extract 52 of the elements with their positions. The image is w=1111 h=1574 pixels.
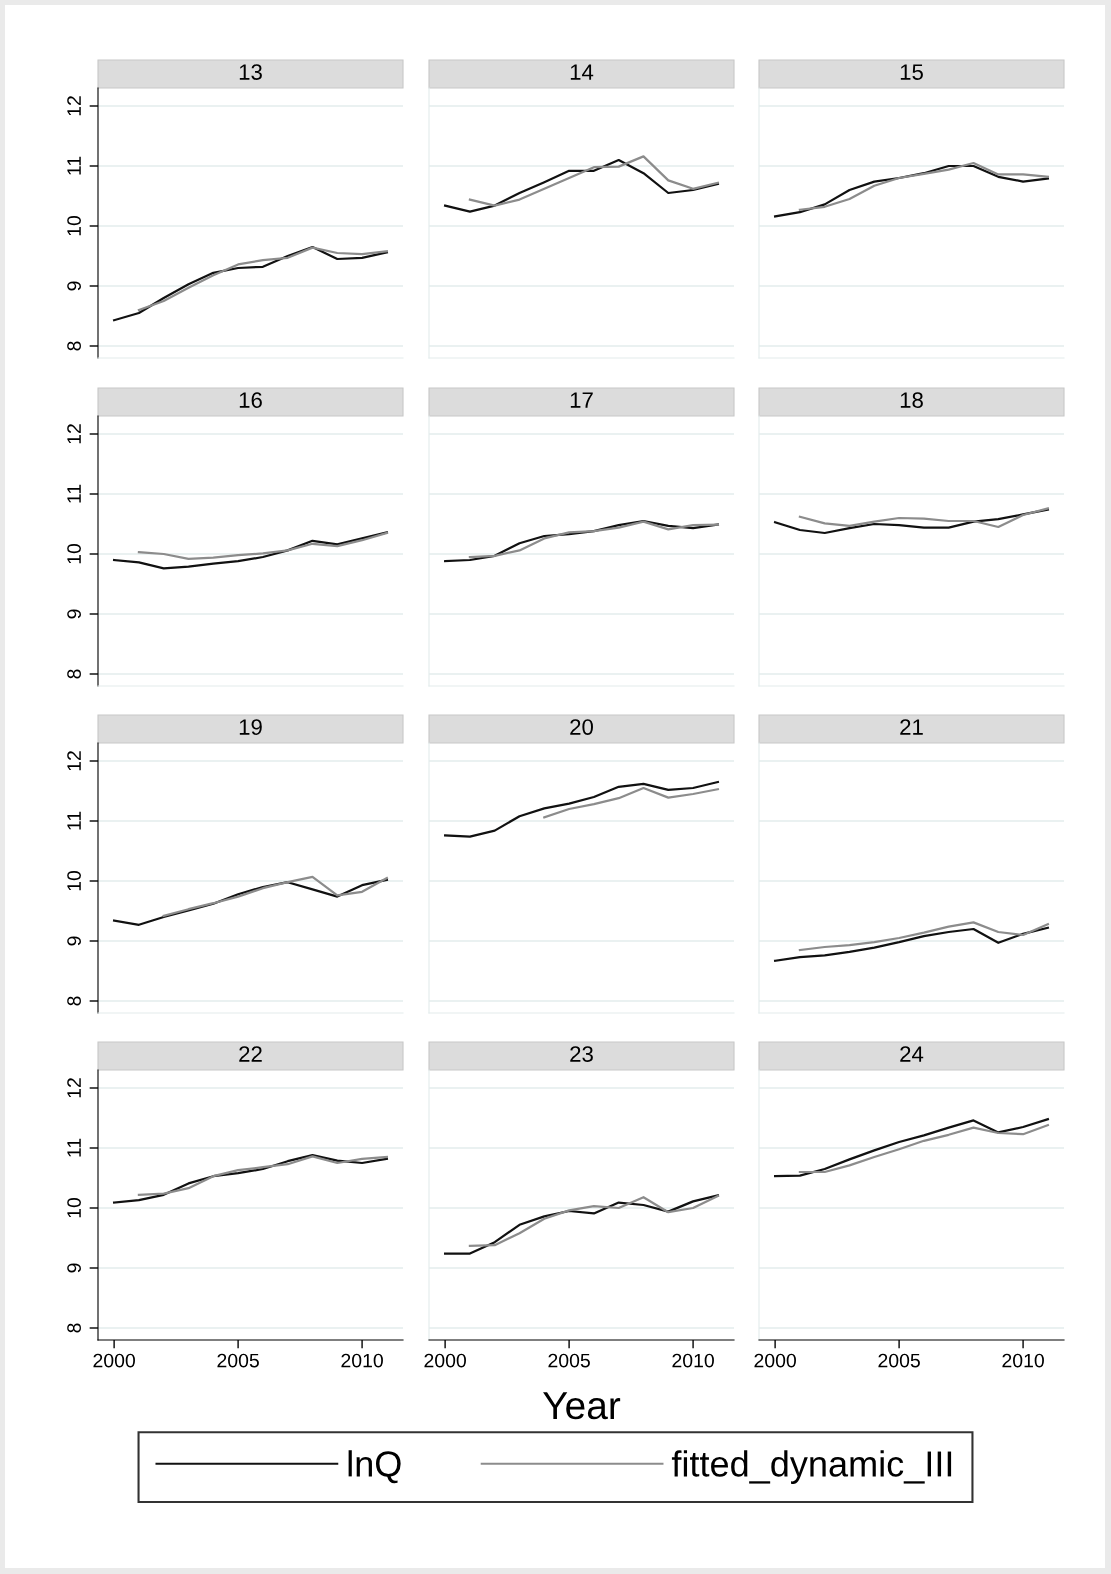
- x-tick-label: 2005: [217, 1353, 259, 1368]
- y-tick-label: 12: [67, 751, 81, 771]
- x-tick-label: 2010: [1002, 1353, 1044, 1368]
- x-tick-label: 2000: [93, 1353, 135, 1368]
- x-tick-label: 2005: [548, 1353, 590, 1368]
- y-tick-label: 9: [67, 609, 81, 619]
- y-tick-label: 10: [67, 215, 81, 236]
- x-tick-label: 2005: [878, 1353, 920, 1368]
- chart-title: 14: [570, 64, 594, 80]
- x-tick-label: 2010: [341, 1353, 383, 1368]
- y-tick-label: 12: [67, 96, 81, 116]
- legend-label: lnQ: [348, 1450, 401, 1484]
- chart-title: 13: [239, 64, 262, 80]
- x-tick-label: 2010: [672, 1353, 714, 1368]
- y-tick-label: 8: [67, 669, 81, 679]
- chart-title: 24: [900, 1046, 924, 1062]
- y-tick-label: 11: [67, 1138, 81, 1157]
- y-tick-label: 11: [67, 811, 81, 830]
- y-tick-label: 8: [67, 341, 81, 351]
- line-series: [137, 246, 388, 312]
- chart-title: 19: [239, 719, 262, 735]
- chart-title: 23: [570, 1046, 593, 1062]
- y-tick-label: 11: [67, 156, 81, 175]
- chart-title: 16: [239, 392, 262, 408]
- x-axis-title: Year: [543, 1392, 621, 1420]
- line-series: [137, 1155, 388, 1196]
- y-tick-label: 8: [67, 996, 81, 1006]
- y-tick-label: 12: [67, 424, 81, 444]
- line-series: [137, 531, 388, 560]
- line-series: [162, 875, 388, 917]
- y-tick-label: 9: [67, 1263, 81, 1273]
- line-series: [113, 1154, 388, 1204]
- y-tick-label: 11: [67, 484, 81, 503]
- x-tick-label: 2000: [754, 1353, 796, 1368]
- x-tick-label: 2000: [424, 1353, 466, 1368]
- legend-label: fitted_dynamic_III: [671, 1450, 952, 1484]
- line-series: [113, 878, 388, 926]
- chart-title: 21: [900, 719, 923, 735]
- chart-title: 20: [570, 719, 593, 735]
- chart-title: 17: [570, 392, 593, 408]
- y-tick-label: 10: [67, 543, 81, 564]
- chart-title: 22: [239, 1046, 262, 1062]
- y-tick-label: 9: [67, 281, 81, 291]
- y-tick-label: 10: [67, 870, 81, 891]
- line-series: [113, 245, 388, 322]
- line-series: [113, 531, 388, 570]
- y-tick-label: 10: [67, 1197, 81, 1218]
- chart-title: 15: [900, 64, 923, 80]
- y-tick-label: 8: [67, 1323, 81, 1333]
- y-tick-label: 9: [67, 936, 81, 946]
- y-tick-label: 12: [67, 1078, 81, 1098]
- chart-title: 18: [900, 392, 923, 408]
